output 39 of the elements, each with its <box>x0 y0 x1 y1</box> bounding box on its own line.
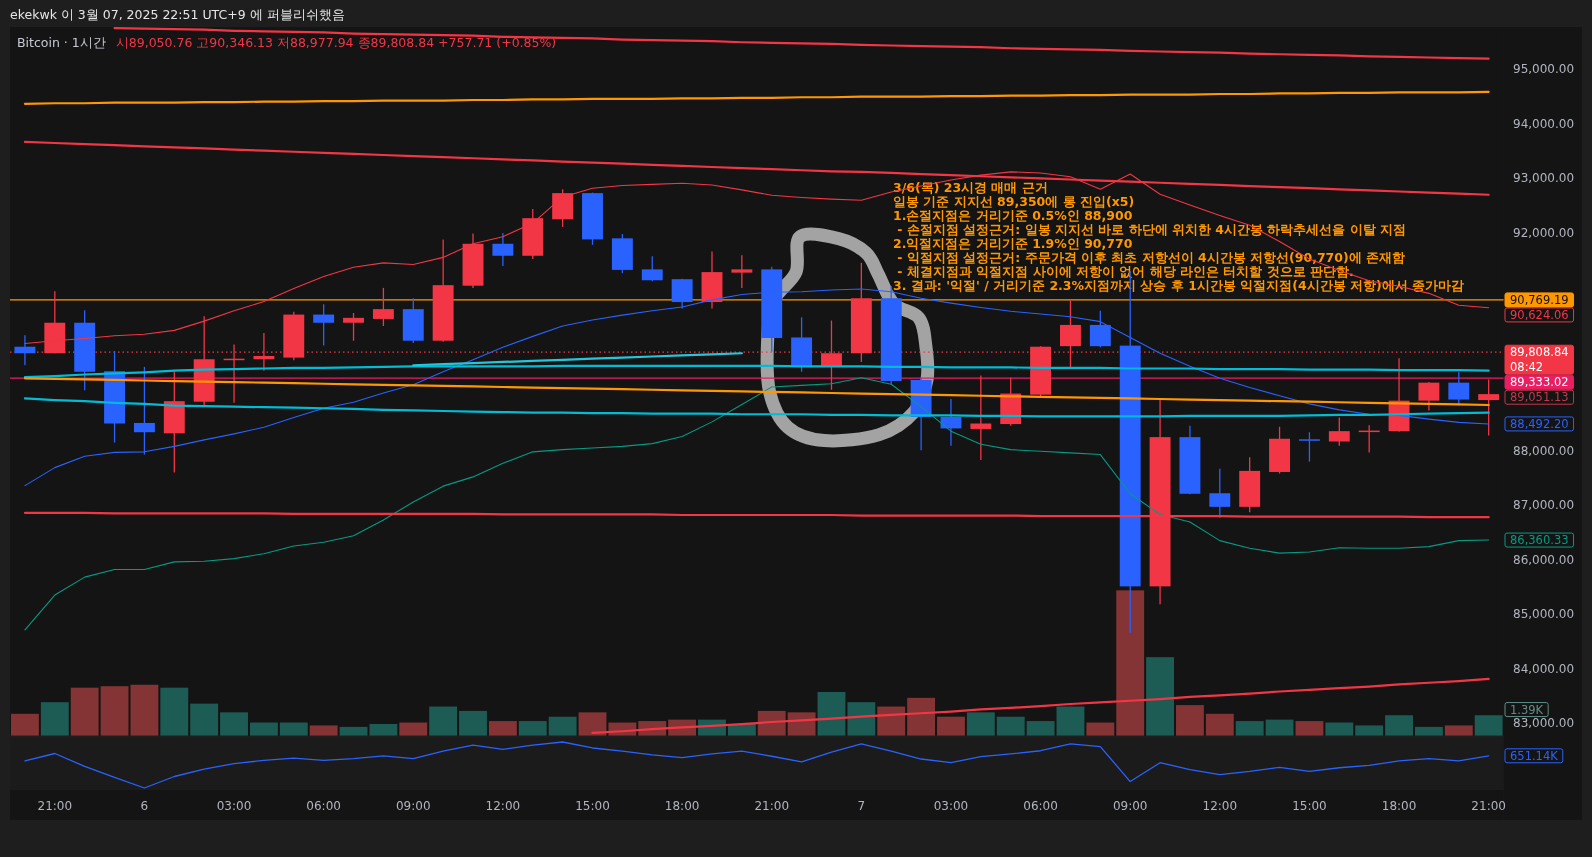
x-tick-label: 09:00 <box>395 799 431 813</box>
y-tick-label: 95,000.00 <box>1513 62 1575 77</box>
data-label: 90,624.06 <box>1510 307 1569 322</box>
x-tick-label: 06:00 <box>306 799 341 813</box>
x-tick-label: 15:00 <box>1292 799 1327 813</box>
text: 1.39K <box>1510 702 1544 717</box>
data-label: 86,360.33 <box>1510 533 1569 548</box>
ref-line-label: 90,769.19 <box>1510 292 1569 307</box>
ref-line-label: 89,808.84 08:42 <box>1510 345 1569 375</box>
x-tick-label: 21:00 <box>1471 799 1506 813</box>
x-tick-label: 12:00 <box>1202 799 1238 813</box>
x-tick-label: 12:00 <box>485 799 521 813</box>
x-tick-label: 06:00 <box>1023 799 1058 813</box>
x-tick-label: 7 <box>857 799 866 813</box>
y-tick-label: 83,000.00 <box>1513 716 1575 731</box>
y-tick-label: 88,000.00 <box>1513 443 1575 458</box>
y-tick-label: 94,000.00 <box>1513 116 1575 131</box>
x-tick-label: 21:00 <box>37 799 73 813</box>
text: 651.14K <box>1510 748 1559 763</box>
x-tick-label: 03:00 <box>216 799 252 813</box>
y-tick-label: 86,000.00 <box>1513 552 1575 567</box>
y-tick-label: 84,000.00 <box>1513 661 1575 676</box>
text: Bitcoin · 1시간 <box>17 34 106 50</box>
text: ekekwk 이 3월 07, 2025 22:51 UTC+9 에 퍼블리쉬했음 <box>10 6 345 22</box>
x-tick-label: 18:00 <box>1381 799 1417 813</box>
x-tick-label: 03:00 <box>933 799 969 813</box>
text: 시89,050.76 고90,346.13 저88,977.94 종89,808.84 +757.71 (+0.85%) <box>115 34 557 50</box>
x-tick-label: 6 <box>140 799 149 813</box>
ref-line-label: 89,333.02 <box>1510 375 1569 390</box>
x-tick-label: 18:00 <box>664 799 700 813</box>
y-tick-label: 87,000.00 <box>1513 498 1575 513</box>
x-tick-label: 21:00 <box>754 799 790 813</box>
x-tick-label: 15:00 <box>575 799 610 813</box>
data-label: 88,492.20 <box>1510 416 1569 431</box>
y-tick-label: 92,000.00 <box>1513 225 1575 240</box>
y-tick-label: 85,000.00 <box>1513 607 1575 622</box>
y-tick-label: 93,000.00 <box>1513 171 1575 186</box>
x-tick-label: 09:00 <box>1112 799 1148 813</box>
text: 89,051.13 <box>1510 390 1569 405</box>
